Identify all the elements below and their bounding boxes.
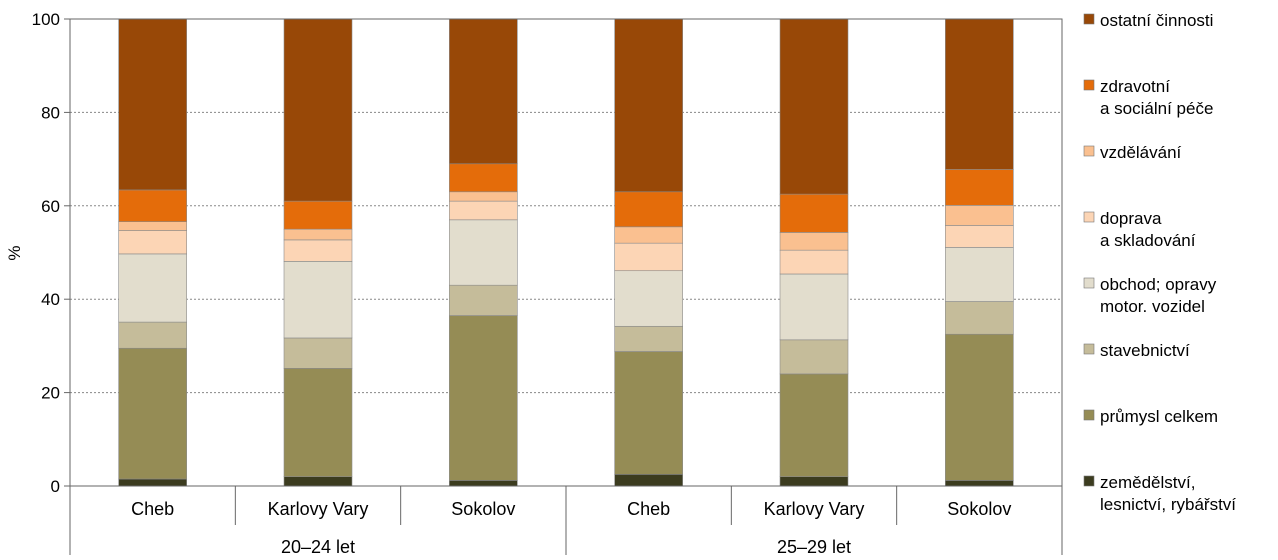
y-tick-label: 60 (41, 197, 60, 216)
bar-segment (283, 228, 353, 241)
x-category-label: Sokolov (947, 499, 1011, 519)
bar-segment (779, 273, 849, 341)
bar-segment (449, 284, 518, 316)
bar-segment (118, 478, 187, 487)
bar-segment (614, 270, 683, 327)
legend-swatch (1083, 277, 1095, 289)
legend-swatch (1083, 475, 1095, 487)
bar-segment (779, 373, 849, 477)
bar-segment (449, 219, 518, 286)
y-tick-label: 100 (32, 10, 60, 29)
legend-swatch (1083, 211, 1095, 223)
bar-segment (449, 163, 518, 193)
legend-swatch (1083, 343, 1095, 355)
bar-segment (614, 325, 683, 352)
bar-segment (945, 169, 1014, 206)
bar-segment (118, 221, 187, 231)
bar-segment (283, 239, 353, 262)
legend-label: vzdělávání (1100, 143, 1182, 162)
bar-segment (614, 351, 683, 475)
bar-segment (283, 368, 353, 477)
bar-segment (118, 230, 187, 255)
legend-swatch (1083, 13, 1095, 25)
legend-swatch (1083, 145, 1095, 157)
bar-segment (945, 301, 1014, 335)
legend-label: a sociální péče (1100, 99, 1213, 118)
bar-segment (945, 480, 1014, 487)
bar-segment (449, 480, 518, 487)
bar-segment (118, 347, 187, 480)
x-group-label: 25–29 let (777, 537, 851, 557)
legend: ostatní činnosti zdravotní a sociální péče… (1083, 11, 1236, 514)
plot-frame (69, 18, 1063, 487)
y-tick-label: 40 (41, 290, 60, 309)
bar-segment (118, 253, 187, 323)
y-tick-label: 0 (51, 477, 60, 496)
bar-segment (779, 249, 849, 275)
legend-swatch (1083, 79, 1095, 91)
bars (118, 18, 1014, 487)
y-axis-label: % (5, 245, 24, 260)
bar-segment (283, 200, 353, 230)
bar-segment (945, 18, 1014, 170)
bar-segment (283, 337, 353, 369)
legend-label: zdravotní (1100, 77, 1170, 96)
bar-segment (779, 18, 849, 195)
bar-segment (779, 339, 849, 375)
x-category-label: Karlovy Vary (268, 499, 369, 519)
x-group-label: 20–24 let (281, 537, 355, 557)
bar-segment (779, 476, 849, 487)
bar-segment (283, 18, 353, 202)
bar-segment (614, 474, 683, 487)
bar-segment (614, 226, 683, 244)
bar-segment (945, 247, 1014, 302)
legend-label: průmysl celkem (1100, 407, 1218, 426)
x-category-label: Cheb (131, 499, 174, 519)
y-tick-label: 20 (41, 384, 60, 403)
legend-label: a skladování (1100, 231, 1196, 250)
bar-segment (614, 242, 683, 272)
legend-label: ostatní činnosti (1100, 11, 1213, 30)
gridlines (70, 111, 1062, 394)
x-category-label: Cheb (627, 499, 670, 519)
legend-label: motor. vozidel (1100, 297, 1205, 316)
x-category-label: Sokolov (451, 499, 515, 519)
y-axis: 0 20 40 60 80 100 (32, 10, 70, 496)
legend-label: obchod; opravy (1100, 275, 1217, 294)
bar-segment (449, 315, 518, 481)
bar-segment (945, 205, 1014, 226)
legend-swatch (1083, 409, 1095, 421)
bar-segment (449, 200, 518, 221)
y-tick-label: 80 (41, 103, 60, 122)
legend-label: doprava (1100, 209, 1162, 228)
bar-segment (945, 333, 1014, 481)
plot-border (69, 18, 1063, 487)
bar-segment (283, 476, 353, 487)
bar-segment (779, 232, 849, 251)
x-axis: Cheb Karlovy Vary Sokolov Cheb Karlovy Vary S… (69, 486, 1063, 557)
bar-segment (283, 261, 353, 339)
bar-segment (614, 191, 683, 228)
bar-segment (118, 321, 187, 349)
bar-segment (779, 193, 849, 233)
legend-label: stavebnictví (1100, 341, 1190, 360)
x-category-label: Karlovy Vary (764, 499, 865, 519)
bar-segment (118, 189, 187, 222)
legend-label: lesnictví, rybářství (1100, 495, 1236, 514)
bar-segment (449, 191, 518, 202)
bar-segment (449, 18, 518, 165)
legend-label: zemědělství, (1100, 473, 1195, 492)
bar-segment (945, 225, 1014, 248)
bar-segment (614, 18, 683, 193)
bar-segment (118, 18, 187, 191)
